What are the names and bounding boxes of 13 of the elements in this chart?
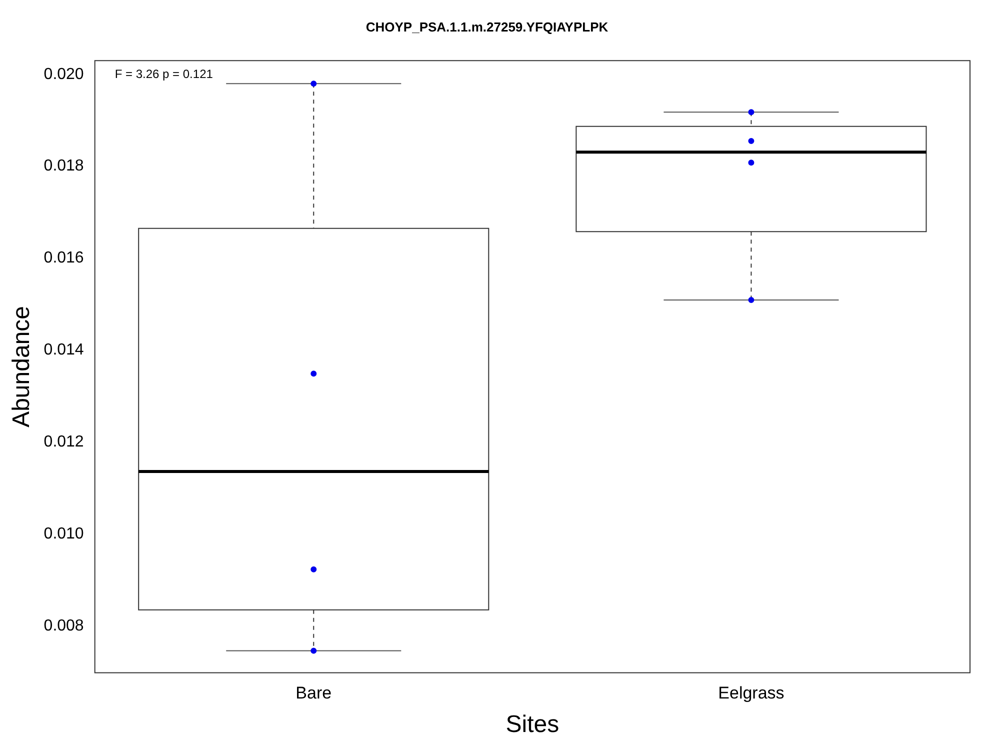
annotation: F = 3.26 p = 0.121 (114, 66, 214, 81)
y-tick-label: 0.020 (44, 66, 84, 83)
x-tick-label: Bare (296, 684, 332, 703)
y-tick-label: 0.018 (44, 158, 84, 175)
y-tick-label: 0.008 (44, 617, 84, 634)
y-tick-label: 0.016 (44, 250, 84, 267)
y-axis-title: Abundance (8, 306, 36, 428)
x-tick-label: Eelgrass (718, 684, 784, 703)
y-tick-label: 0.014 (44, 342, 84, 359)
x-axis-title: Sites (506, 711, 560, 738)
y-tick-label: 0.010 (44, 525, 84, 542)
chart-title: CHOYP_PSA.1.1.m.27259.YFQIAYPLPK (366, 19, 609, 34)
y-tick-label: 0.012 (44, 433, 84, 450)
